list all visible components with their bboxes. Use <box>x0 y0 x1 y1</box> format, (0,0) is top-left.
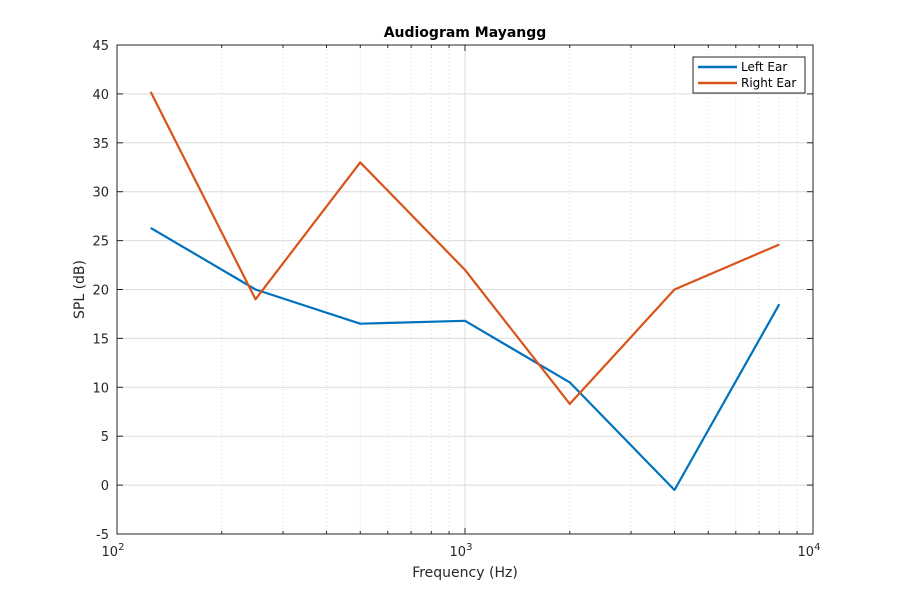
y-tick-label: 35 <box>92 137 109 152</box>
y-tick-label: 20 <box>92 284 109 299</box>
legend-box <box>692 56 806 94</box>
y-tick-label: 45 <box>92 39 109 54</box>
y-tick-label: 0 <box>101 479 109 494</box>
y-tick-label: 5 <box>101 430 109 445</box>
legend: Left Ear Right Ear <box>692 56 806 94</box>
legend-label: Right Ear <box>741 76 796 90</box>
legend-label: Left Ear <box>741 60 787 74</box>
x-axis-label: Frequency (Hz) <box>412 565 518 581</box>
x-tick-exponent: 2 <box>118 542 124 553</box>
y-tick-label: 25 <box>92 235 109 250</box>
y-tick-label: -5 <box>96 528 109 543</box>
x-tick-exponent: 3 <box>466 542 472 553</box>
y-tick-label: 30 <box>92 186 109 201</box>
y-tick-label: 15 <box>92 332 109 347</box>
y-tick-label: 40 <box>92 88 109 103</box>
chart-title: Audiogram Mayangg <box>384 25 547 41</box>
y-tick-label: 10 <box>92 381 109 396</box>
series-line-left-ear <box>150 226 781 492</box>
series-lines <box>149 91 781 492</box>
series-line-right-ear <box>149 91 780 405</box>
y-axis-label: SPL (dB) <box>72 260 88 319</box>
x-tick-exponent: 4 <box>814 542 820 553</box>
